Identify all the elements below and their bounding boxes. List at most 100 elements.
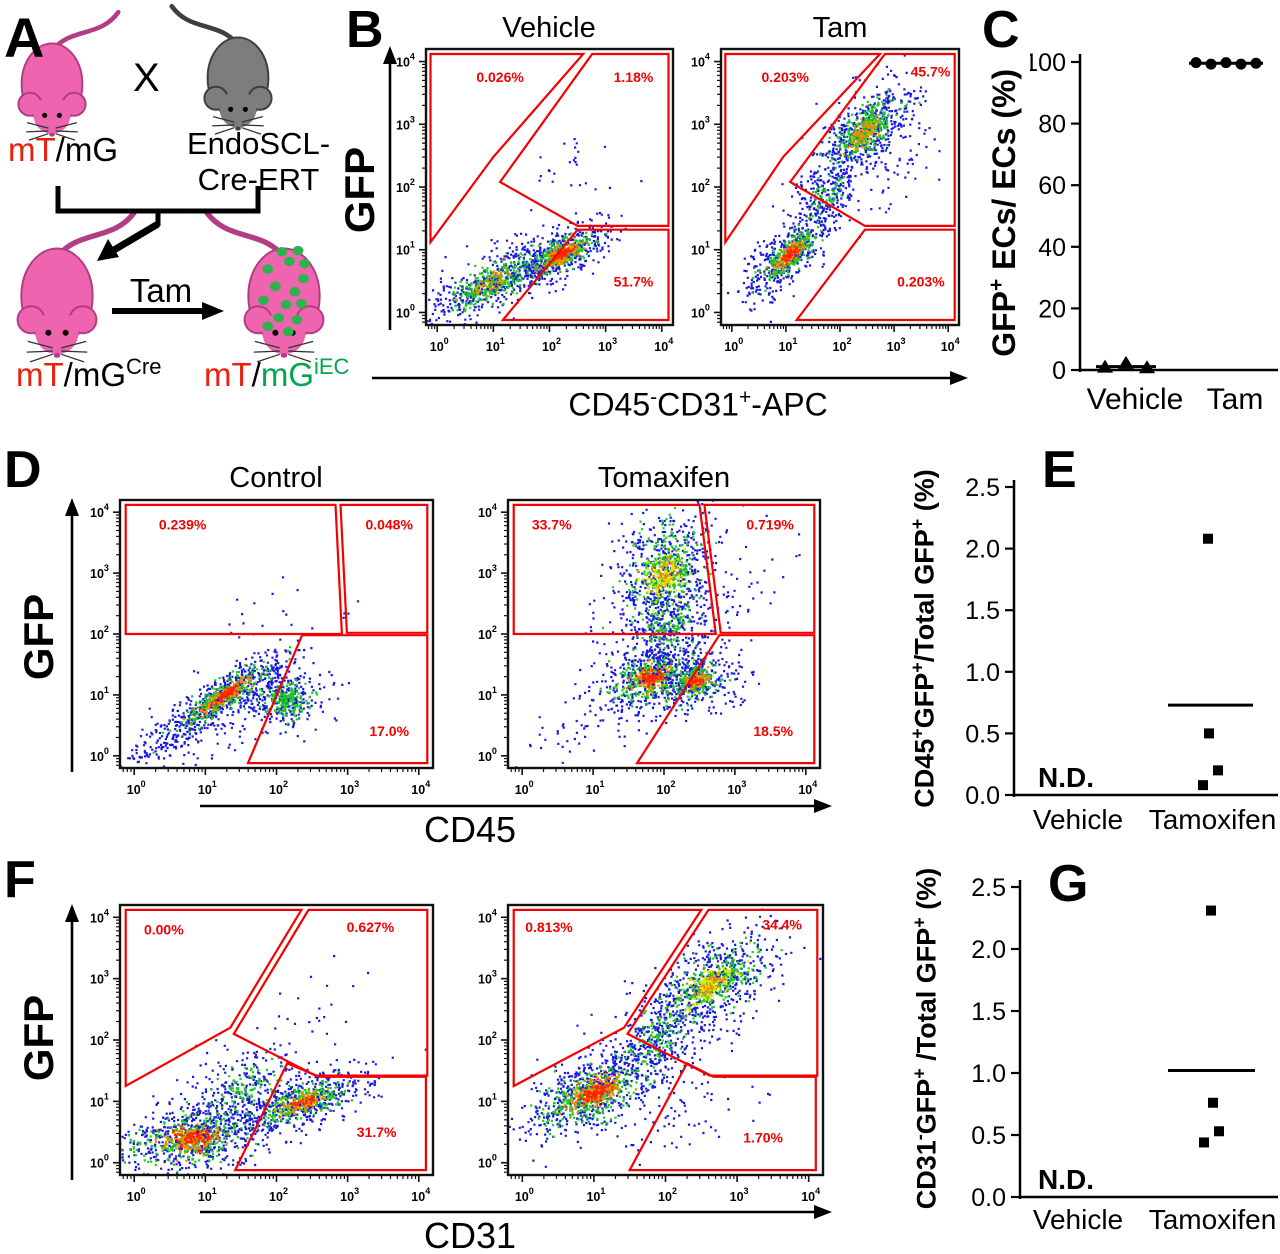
scatter-layer-B: [515, 699, 647, 768]
label-part: (%): [909, 469, 940, 519]
y-tick-label: 2.0: [971, 936, 1006, 964]
gate-outline-2: [635, 634, 816, 765]
data-point-square: [1208, 1097, 1218, 1108]
y-tick-label: 101: [691, 240, 710, 258]
y-tick-label: 102: [90, 1030, 109, 1048]
e-cat-tamoxifen: Tamoxifen: [1148, 804, 1277, 835]
scatter-layer-B: [572, 605, 753, 735]
scatter-layer-B: [120, 1078, 377, 1175]
x-tick-label: 100: [515, 1186, 534, 1204]
label-part: /Total GFP: [911, 927, 942, 1069]
y-tick-label: 0.5: [971, 1122, 1006, 1150]
e-yaxis-label: CD45+GFP+/Total GFP+ (%): [908, 459, 941, 819]
label-part: mT: [16, 356, 64, 393]
x-tick-label: 102: [269, 779, 288, 797]
gate-outline-2: [233, 1061, 427, 1172]
scatter-layer-Y: [666, 941, 752, 1013]
y-tick-label: 2.5: [971, 874, 1006, 902]
cross-symbol: X: [133, 56, 160, 100]
gate-outline-1: [339, 503, 429, 634]
y-tick-label: 80: [1038, 111, 1066, 139]
scatter-layer-B: [607, 1076, 771, 1166]
y-tick-label: 1.0: [971, 1060, 1006, 1088]
y-tick-label: 101: [90, 685, 109, 703]
panel-label-b: B: [346, 1, 384, 59]
y-tick-label: 100: [90, 1153, 109, 1171]
x-tick-label: 101: [586, 1186, 605, 1204]
gate-outline-2: [500, 228, 670, 322]
scatter-layer-O: [842, 115, 881, 155]
label-part: CD31: [657, 386, 739, 423]
c-cat-tam: Tam: [1206, 383, 1264, 416]
gate-outline-0: [124, 908, 304, 1088]
label-part: GFP: [911, 1078, 942, 1135]
axis-arrow-head: [65, 498, 79, 516]
scatter-points: [120, 955, 427, 1175]
offspring-arrow-line: [112, 220, 160, 254]
scatter-layer-B: [426, 221, 591, 325]
label-part: -APC: [751, 386, 828, 423]
flow-plot-f-right: 100 100 101 101 102 102 103 103 104 104 0.813% 34.4…: [478, 903, 825, 1204]
scatter-layer-R: [577, 1078, 615, 1105]
label-part: +: [907, 662, 928, 673]
gate-percentage: 17.0%: [369, 723, 409, 739]
gate-outline-1: [232, 908, 429, 1077]
scatter-layer-G: [602, 506, 718, 635]
x-tick-label: 103: [727, 779, 746, 797]
gate-percentage: 51.7%: [614, 273, 654, 289]
mouse1-label: mT/mG: [8, 133, 118, 166]
flow-plot-b-vehicle: 100 100 101 101 102 102 103 103 104 104 0.026% 1.18…: [396, 47, 675, 354]
scatter-layer-O: [693, 972, 726, 997]
scatter-layer-G: [599, 637, 701, 711]
gate-percentage: 0.203%: [897, 273, 945, 289]
panel-label-g: G: [1048, 855, 1089, 913]
scatter-layer-G: [664, 645, 731, 707]
y-tick-label: 103: [478, 563, 497, 581]
scatter-layer-G: [623, 1014, 695, 1069]
mouse-drawing: [203, 209, 325, 363]
scatter-layer-B: [209, 1043, 427, 1160]
gate-percentage: 1.70%: [743, 1130, 783, 1146]
gate-outline-1: [703, 503, 816, 634]
y-tick-label: 104: [478, 907, 497, 925]
x-tick-label: 104: [411, 779, 430, 797]
scatter-layer-B: [277, 955, 370, 1035]
g-cat-tamoxifen: Tamoxifen: [1148, 1204, 1277, 1235]
scatter-layer-O: [274, 1087, 330, 1118]
x-tick-label: 101: [586, 779, 605, 797]
y-tick-label: 104: [691, 52, 710, 70]
y-tick-label: 102: [478, 624, 497, 642]
label-part: -: [650, 386, 658, 409]
label-part: GFP: [985, 290, 1022, 357]
gate-outline-0: [512, 503, 718, 636]
y-tick-label: 104: [90, 907, 109, 925]
scatter-points: [508, 905, 822, 1168]
y-tick-label: 0.0: [971, 1184, 1006, 1212]
y-tick-label: 103: [691, 114, 710, 132]
label-part: /Total GFP: [909, 529, 940, 663]
gate-outline-2: [627, 1061, 817, 1172]
panel-label-a: A: [4, 6, 45, 69]
gate-outline-0: [512, 908, 704, 1088]
data-point-square: [1206, 905, 1216, 916]
tam-arrow-head: [202, 302, 224, 320]
label-part: mT: [204, 356, 252, 393]
scatter-layer-O: [649, 556, 685, 597]
y-tick-label: 100: [691, 302, 710, 320]
scatter-points: [120, 576, 360, 768]
label-part: CD31: [911, 1140, 942, 1210]
gate-percentage: 34.4%: [762, 916, 802, 932]
gate-outline-0: [724, 52, 883, 246]
x-tick-label: 102: [542, 336, 561, 354]
c-cat-vehicle: Vehicle: [1086, 383, 1184, 416]
y-tick-label: 2.5: [965, 474, 1000, 502]
panel-label-d: D: [4, 441, 42, 499]
plot-title-tomaxifen: Tomaxifen: [597, 462, 731, 494]
g-yaxis-label: CD31-GFP+ /Total GFP+ (%): [910, 864, 943, 1214]
x-tick-label: 103: [598, 336, 617, 354]
y-tick-label: 60: [1038, 172, 1066, 200]
offspring-arrow-head: [97, 239, 119, 261]
plot-title-vehicle: Vehicle: [502, 12, 596, 44]
label-part: /mG: [63, 356, 126, 393]
flow-plot-d-tomaxifen: 100 100 101 101 102 102 103 103 104 104 33.7% 0.719…: [478, 498, 822, 797]
